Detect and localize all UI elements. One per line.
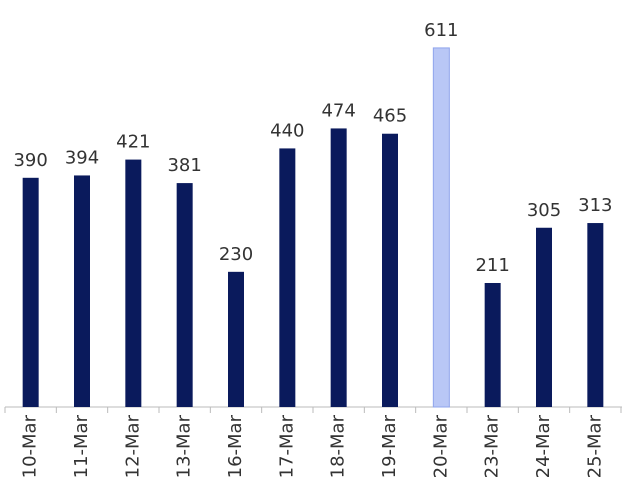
x-tick-label: 17-Mar (276, 414, 297, 478)
value-label: 474 (321, 100, 355, 121)
value-label: 421 (116, 132, 150, 153)
bar (382, 133, 398, 407)
bar (125, 159, 142, 407)
value-label: 611 (424, 20, 458, 41)
bar (22, 177, 39, 407)
bar (432, 47, 450, 408)
x-tick-label: 24-Mar (533, 414, 554, 478)
bar (587, 223, 604, 407)
x-tick-label: 10-Mar (20, 414, 41, 478)
bar (176, 183, 193, 407)
value-label: 381 (167, 155, 201, 176)
x-tick-label: 11-Mar (71, 414, 92, 478)
bar (484, 282, 501, 407)
value-label: 313 (578, 195, 612, 216)
x-tick-label: 23-Mar (482, 414, 503, 478)
x-tick-label: 18-Mar (328, 414, 349, 478)
x-tick-label: 12-Mar (122, 414, 143, 478)
x-tick-label: 20-Mar (430, 414, 451, 478)
value-label: 440 (270, 120, 304, 141)
x-tick-label: 13-Mar (174, 414, 195, 478)
value-label: 394 (65, 147, 99, 168)
x-tick-label: 25-Mar (584, 414, 605, 478)
bar (536, 227, 552, 407)
value-label: 305 (527, 200, 561, 221)
bar (279, 148, 296, 407)
bar (330, 128, 347, 408)
bar (74, 175, 90, 407)
bar (228, 271, 244, 407)
x-tick-label: 19-Mar (379, 414, 400, 478)
value-label: 230 (219, 244, 253, 265)
value-label: 390 (13, 150, 47, 171)
value-label: 465 (373, 106, 407, 127)
value-label: 211 (475, 255, 509, 276)
x-tick-label: 16-Mar (225, 414, 246, 478)
